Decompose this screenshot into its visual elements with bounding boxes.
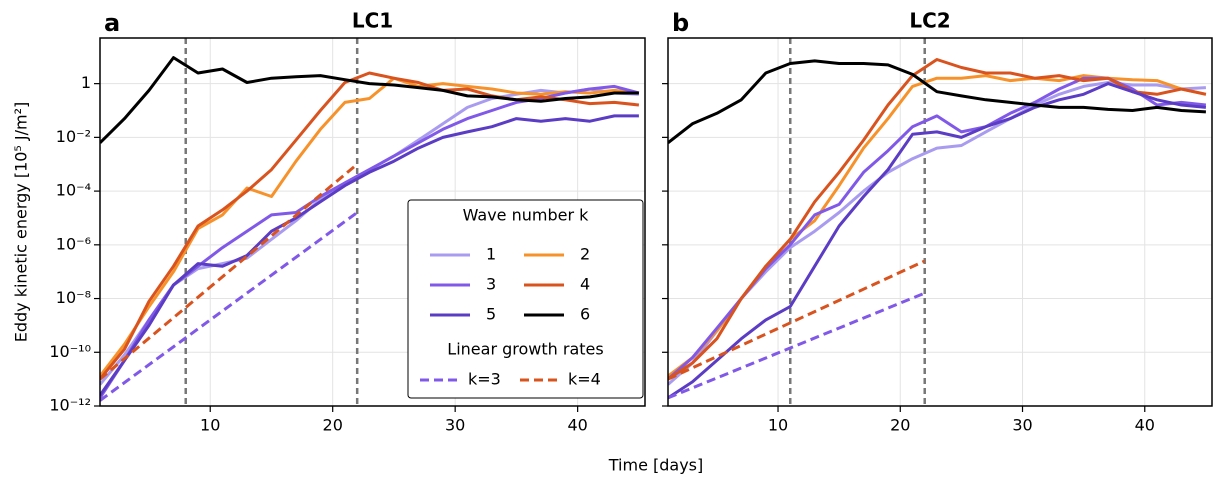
x-tick-label: 40 bbox=[1135, 416, 1155, 435]
x-tick-label: 30 bbox=[1012, 416, 1032, 435]
series-line bbox=[668, 81, 1206, 386]
legend-label: k=4 bbox=[568, 370, 601, 389]
x-tick-label: 20 bbox=[890, 416, 910, 435]
series-line bbox=[100, 114, 639, 397]
chart-title: LC2 bbox=[909, 9, 950, 33]
x-tick-label: 30 bbox=[445, 416, 465, 435]
series-line bbox=[668, 74, 1207, 378]
x-tick-label: 40 bbox=[567, 416, 587, 435]
plot-frame bbox=[667, 37, 1213, 407]
legend-label: 5 bbox=[486, 305, 496, 324]
legend-title: Wave number k bbox=[463, 206, 590, 225]
x-tick-label: 20 bbox=[323, 416, 343, 435]
series-line bbox=[100, 163, 359, 381]
legend-subtitle: Linear growth rates bbox=[447, 340, 603, 359]
series-line bbox=[668, 58, 1207, 381]
series-line bbox=[100, 56, 639, 144]
series-line bbox=[100, 211, 359, 402]
legend-label: 1 bbox=[486, 245, 496, 264]
legend-box bbox=[407, 199, 644, 399]
series-line bbox=[100, 71, 640, 381]
y-tick-label: 10⁻¹² bbox=[49, 396, 91, 415]
y-tick-label: 10⁻² bbox=[56, 127, 91, 146]
x-tick-label: 10 bbox=[200, 416, 220, 435]
y-tick-label: 10⁻¹⁰ bbox=[49, 342, 91, 361]
x-axis-label: Time [days] bbox=[608, 456, 704, 475]
series-line bbox=[668, 291, 926, 400]
y-tick-label: 10⁻⁶ bbox=[56, 234, 91, 253]
legend-label: 2 bbox=[580, 245, 590, 264]
series-line bbox=[668, 82, 1207, 400]
panel-label: b bbox=[672, 9, 689, 37]
panel-label: a bbox=[104, 9, 120, 37]
x-tick-label: 10 bbox=[768, 416, 788, 435]
chart-title: LC1 bbox=[352, 9, 393, 33]
y-tick-label: 10⁻⁴ bbox=[56, 181, 91, 200]
y-axis-label: Eddy kinetic energy [10⁵ J/m²] bbox=[12, 102, 31, 343]
y-tick-label: 1 bbox=[81, 73, 91, 92]
legend-label: 3 bbox=[486, 275, 496, 294]
series-line bbox=[100, 76, 640, 378]
plot-frame bbox=[99, 37, 646, 407]
y-tick-label: 10⁻⁸ bbox=[56, 288, 91, 307]
series-line bbox=[668, 59, 1206, 144]
legend-label: 4 bbox=[580, 275, 590, 294]
legend-label: k=3 bbox=[468, 370, 501, 389]
series-line bbox=[668, 259, 926, 381]
legend-label: 6 bbox=[580, 305, 590, 324]
